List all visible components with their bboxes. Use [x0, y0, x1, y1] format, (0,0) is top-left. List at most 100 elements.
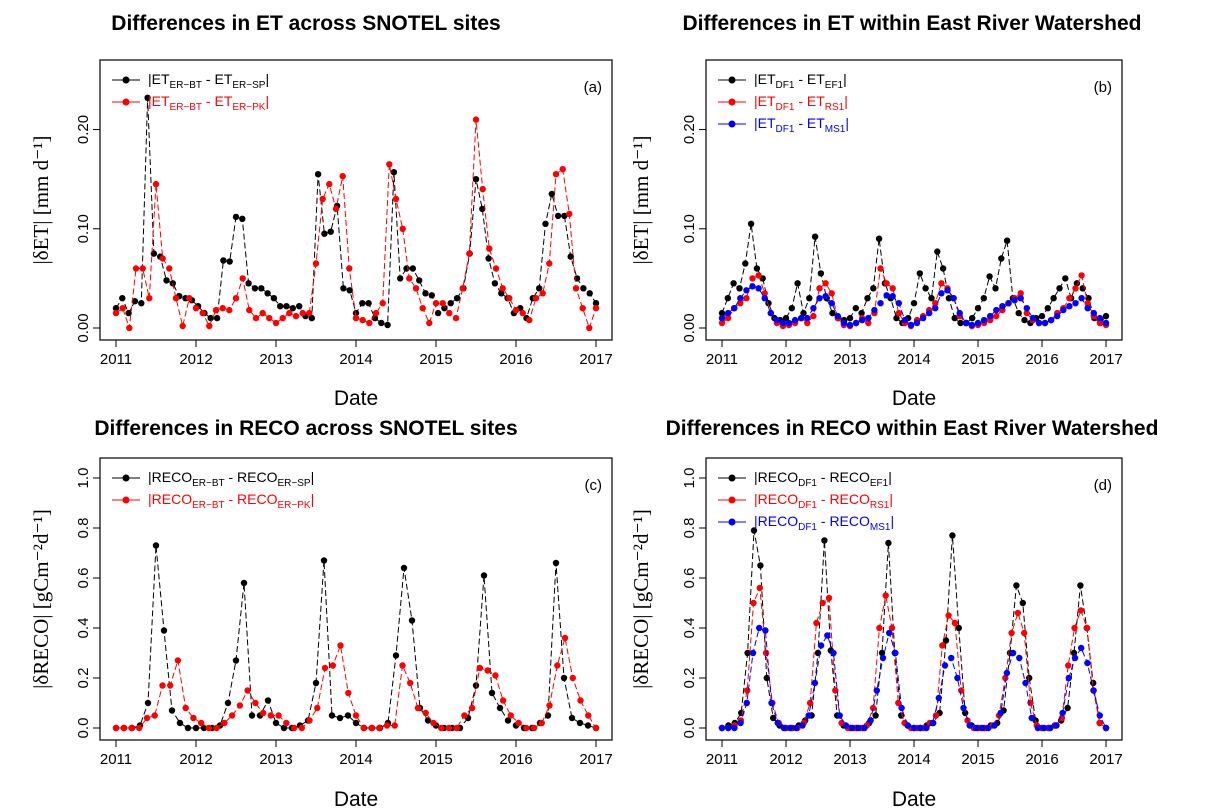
data-point: [910, 724, 918, 732]
data-point: [1072, 300, 1079, 307]
data-point: [392, 195, 400, 203]
data-point: [806, 295, 813, 302]
data-point: [934, 248, 941, 255]
data-point: [743, 287, 750, 294]
data-point: [352, 309, 360, 317]
data-point: [365, 300, 372, 307]
legend-text-part: - RECO: [817, 513, 870, 529]
legend-text-part: |RECO: [148, 491, 192, 507]
data-point: [747, 220, 755, 227]
data-point: [328, 712, 336, 719]
data-point: [572, 285, 580, 292]
legend: |ETER−BT - ETER−SP||ETER−BT - ETER−PK|: [112, 71, 269, 113]
data-point: [828, 300, 835, 307]
data-point: [916, 270, 923, 277]
data-point: [865, 319, 872, 327]
data-point: [479, 185, 486, 193]
data-point: [321, 230, 328, 237]
series-line: [116, 545, 597, 729]
y-tick-label: 1.0: [681, 468, 698, 489]
chart-title: Differences in RECO across SNOTEL sites: [94, 417, 517, 440]
data-point: [126, 324, 133, 332]
data-point: [718, 724, 726, 732]
panel-d: Differences in RECO within East River Wa…: [629, 417, 1158, 811]
data-point: [945, 612, 952, 619]
data-point: [472, 116, 480, 123]
data-point: [767, 309, 774, 317]
data-point: [128, 724, 135, 732]
data-point: [898, 704, 905, 712]
data-point: [919, 314, 927, 322]
data-point: [958, 687, 965, 694]
data-point: [1084, 659, 1091, 667]
data-point: [290, 724, 298, 732]
data-point: [737, 719, 744, 727]
data-point: [1008, 629, 1015, 637]
data-point: [1090, 687, 1097, 694]
data-point: [877, 265, 884, 272]
data-point: [283, 303, 290, 310]
data-point: [1078, 644, 1085, 652]
data-point: [1078, 295, 1085, 302]
data-point: [889, 293, 896, 300]
data-point: [749, 283, 756, 290]
data-point: [883, 280, 890, 287]
data-point: [939, 642, 946, 649]
legend-subscript: DF1: [776, 102, 795, 113]
data-point: [360, 724, 367, 732]
series-line: [722, 627, 1107, 729]
data-point: [718, 314, 726, 322]
legend-subscript: DF1: [776, 80, 795, 91]
data-point: [949, 532, 956, 539]
data-point: [426, 319, 433, 327]
data-point: [768, 699, 775, 707]
data-point: [960, 704, 967, 712]
data-point: [1011, 297, 1018, 304]
data-point: [951, 314, 958, 322]
legend-subscript: ER−SP: [232, 80, 265, 91]
data-point: [829, 309, 836, 317]
data-point: [731, 305, 738, 312]
legend-entry: |RECOER−BT - RECOER−SP|: [148, 469, 314, 489]
data-point: [731, 724, 738, 732]
data-point: [1023, 309, 1030, 317]
series-1: [112, 634, 600, 732]
data-point: [399, 225, 406, 232]
data-point: [146, 295, 153, 302]
data-point: [336, 714, 344, 722]
data-point: [941, 662, 949, 669]
data-point: [1014, 609, 1022, 617]
y-tick-label: 0.00: [681, 313, 698, 342]
data-point: [736, 285, 743, 292]
data-point: [515, 719, 522, 727]
data-point: [224, 699, 232, 707]
data-point: [966, 722, 973, 729]
data-point: [296, 303, 303, 310]
data-point: [298, 724, 305, 732]
data-point: [445, 724, 453, 732]
data-point: [399, 662, 406, 669]
panel-label: (b): [1094, 79, 1112, 96]
y-tick-label: 0.00: [75, 313, 92, 342]
data-point: [817, 270, 825, 277]
y-tick-label: 0.8: [681, 518, 698, 539]
data-point: [485, 255, 492, 262]
data-point: [1071, 624, 1078, 632]
legend-subscript: MS1: [870, 522, 891, 533]
x-axis-label: Date: [334, 387, 378, 410]
legend-text-part: |RECO: [754, 513, 798, 529]
data-point: [805, 712, 812, 719]
data-point: [352, 719, 360, 727]
data-point: [143, 714, 151, 722]
data-point: [942, 637, 950, 644]
data-point: [499, 285, 506, 292]
data-point: [885, 539, 892, 547]
series-0: [112, 94, 600, 329]
data-point: [446, 309, 453, 317]
data-point: [869, 704, 877, 712]
data-point: [917, 724, 924, 732]
data-point: [526, 316, 533, 324]
data-point: [865, 314, 872, 322]
data-point: [251, 285, 259, 292]
